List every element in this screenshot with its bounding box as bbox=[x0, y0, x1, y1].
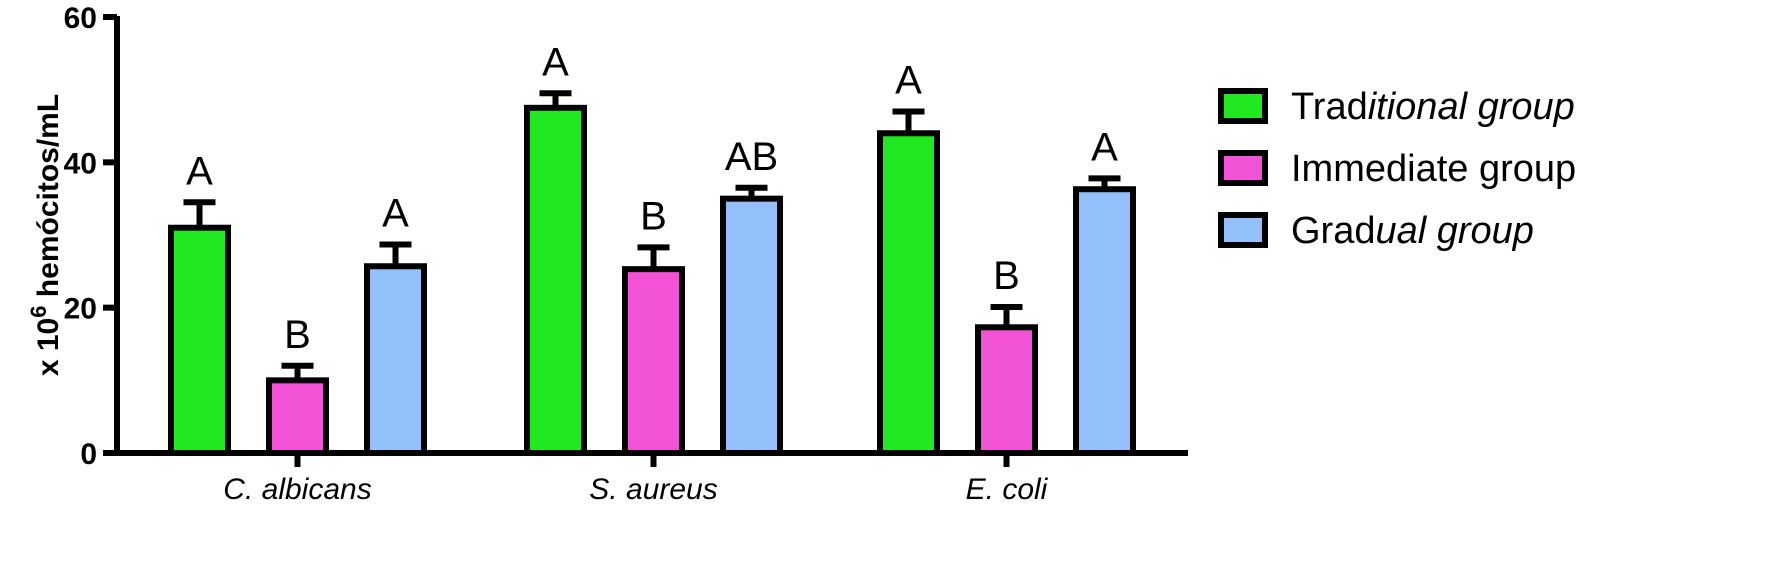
significance-label: AB bbox=[725, 135, 778, 179]
bar bbox=[622, 266, 685, 456]
bar bbox=[524, 104, 587, 456]
bar bbox=[266, 377, 329, 457]
significance-label: A bbox=[186, 149, 213, 193]
legend-swatch bbox=[1218, 212, 1268, 248]
bar bbox=[877, 130, 940, 456]
x-tick-label: S. aureus bbox=[589, 473, 717, 506]
significance-label: A bbox=[382, 191, 409, 235]
x-tick-label: E. coli bbox=[966, 473, 1049, 506]
y-tick-label: 20 bbox=[64, 293, 97, 326]
significance-label: B bbox=[284, 313, 311, 357]
x-tick-label: C. albicans bbox=[223, 473, 371, 506]
y-tick-label: 60 bbox=[64, 2, 97, 35]
y-tick-label: 40 bbox=[64, 147, 97, 180]
bar bbox=[1073, 186, 1136, 456]
legend-entry: Traditional group bbox=[1291, 86, 1575, 128]
bar bbox=[364, 263, 427, 456]
legend-swatch bbox=[1218, 150, 1268, 186]
legend-entry: Immediate group bbox=[1291, 148, 1576, 190]
y-axis-label: x 106 hemócitos/mL bbox=[26, 94, 65, 376]
significance-label: A bbox=[895, 58, 922, 102]
legend-entry: Gradual group bbox=[1291, 210, 1534, 252]
legend-swatch bbox=[1218, 88, 1268, 124]
significance-label: B bbox=[993, 254, 1020, 298]
significance-label: B bbox=[640, 194, 667, 238]
legend: Traditional group Immediate group Gradual … bbox=[1218, 86, 1576, 252]
significance-label: A bbox=[542, 40, 569, 84]
bar bbox=[168, 224, 231, 456]
bars bbox=[168, 90, 1136, 457]
bar bbox=[975, 324, 1038, 456]
significance-label: A bbox=[1091, 125, 1118, 169]
y-tick-label: 0 bbox=[80, 438, 97, 471]
bar bbox=[720, 195, 783, 456]
